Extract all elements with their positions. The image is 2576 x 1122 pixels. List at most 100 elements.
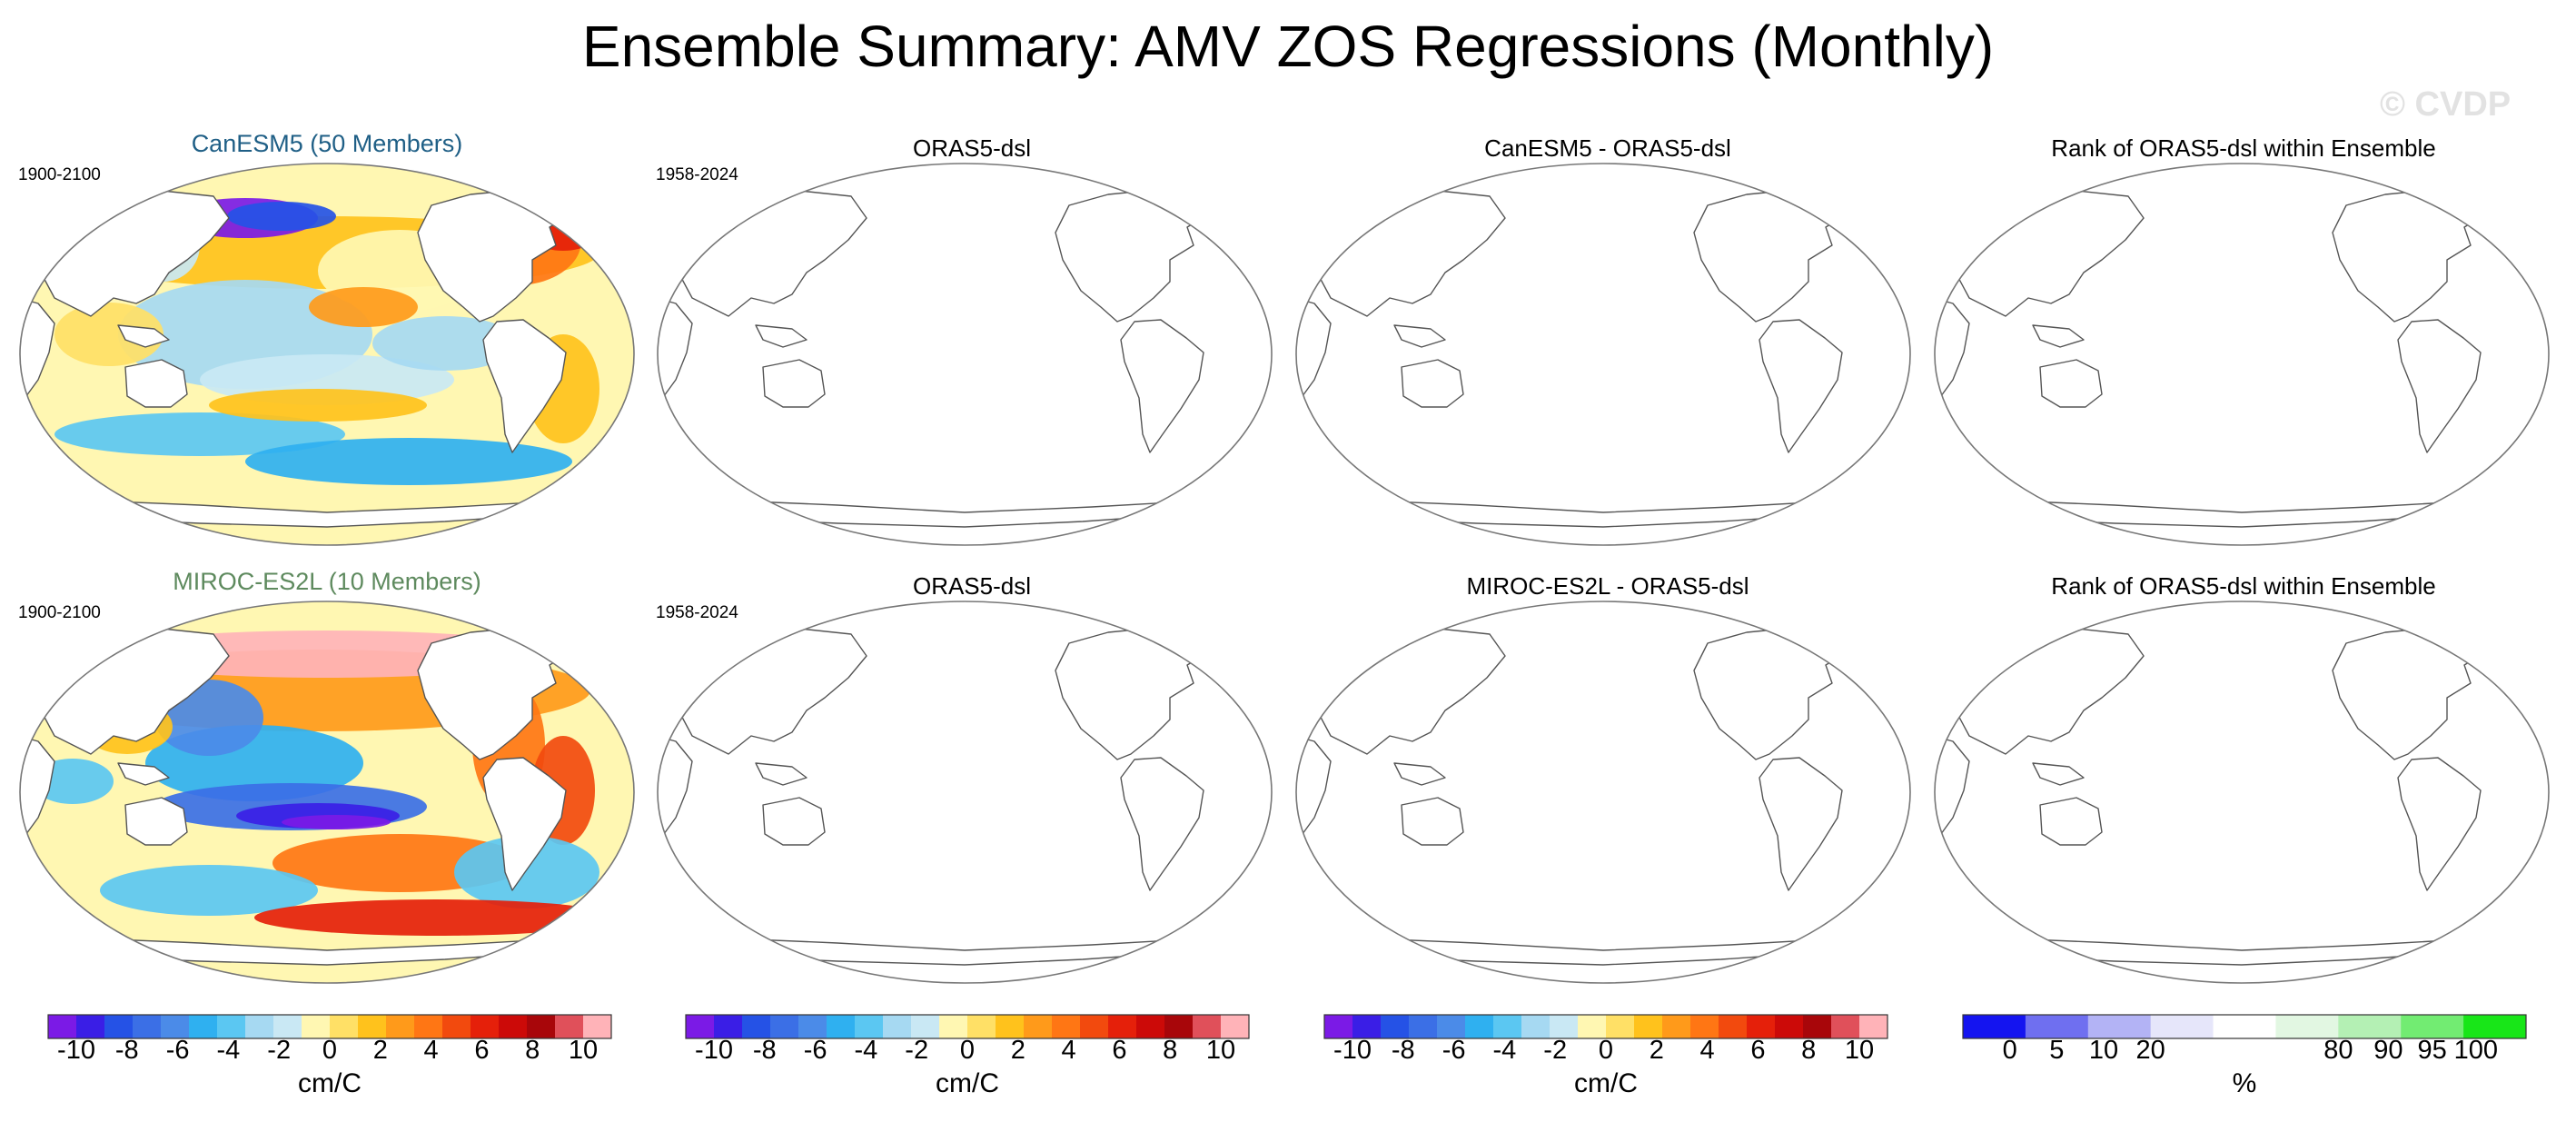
colorbar-segment (1108, 1015, 1137, 1038)
land-africa (1296, 297, 1332, 401)
colorbar-segment (2213, 1015, 2276, 1038)
colorbar-segment (217, 1015, 246, 1038)
colorbar-tick-label: 2 (1649, 1036, 1664, 1065)
colorbar-tick-label: -10 (695, 1036, 733, 1065)
land-seasia (755, 762, 807, 786)
colorbar-segment (1578, 1015, 1607, 1038)
colorbar-segment (1493, 1015, 1522, 1038)
map-border (19, 163, 635, 546)
colorbar-segment (2401, 1015, 2464, 1038)
land-africa (20, 297, 55, 401)
land-greenland (1784, 177, 1844, 204)
land-africa (658, 297, 693, 401)
map-miroc-regression (19, 601, 635, 984)
land-africa (1296, 735, 1332, 839)
colorbar-segment (1381, 1015, 1410, 1038)
land-antarctica (709, 937, 1220, 966)
colorbar-segment (76, 1015, 105, 1038)
colorbar-tick-label: 80 (2323, 1036, 2353, 1065)
colorbar-segment (1080, 1015, 1109, 1038)
land-seasia (2032, 324, 2085, 348)
colorbar-tick-label: 6 (1112, 1036, 1127, 1065)
model-title-miroc: MIROC-ES2L (10 Members) (173, 568, 481, 595)
land-namerica (1055, 188, 1204, 323)
colorbar-segment (1747, 1015, 1776, 1038)
colorbar-tick-label: -2 (1543, 1036, 1568, 1065)
colorbar-tick-label: -10 (57, 1036, 95, 1065)
diff-panel-title-row2: MIROC-ES2L - ORAS5-dsl (1466, 572, 1749, 600)
colorbar-segment (996, 1015, 1025, 1038)
colorbar-unit-rank: % (2232, 1068, 2257, 1098)
map-border (657, 601, 1273, 984)
colorbar-tick-label: 8 (525, 1036, 540, 1065)
colorbar-segment (330, 1015, 359, 1038)
colorbar-segment (1052, 1015, 1081, 1038)
colorbar-tick-label: 6 (1750, 1036, 1766, 1065)
colorbar-tick-label: 10 (2088, 1036, 2119, 1065)
land-namerica (2332, 626, 2481, 760)
land-antarctica (709, 499, 1220, 528)
land-africa (20, 735, 55, 839)
colorbar-tick-label: -6 (1442, 1036, 1466, 1065)
colorbar-segment (414, 1015, 443, 1038)
land-australia (2039, 359, 2103, 408)
colorbar-segment (527, 1015, 556, 1038)
colorbar-segment (1775, 1015, 1804, 1038)
colorbar-segment (2275, 1015, 2339, 1038)
colorbar-segment (770, 1015, 799, 1038)
colorbar-tick-label: -8 (1391, 1036, 1415, 1065)
land-greenland (1784, 615, 1844, 642)
colorbar-rank (1962, 1014, 2527, 1039)
map-border (1295, 163, 1911, 546)
land-africa (1935, 735, 1970, 839)
colorbar-segment (471, 1015, 500, 1038)
colorbar-segment (442, 1015, 471, 1038)
land-greenland (1145, 177, 1205, 204)
colorbar-segment (1352, 1015, 1382, 1038)
land-seasia (117, 324, 170, 348)
colorbar-segment (499, 1015, 528, 1038)
land-australia (2039, 797, 2103, 846)
land-antarctica (1348, 937, 1858, 966)
colorbar-segment (967, 1015, 996, 1038)
colorbar-segment (2025, 1015, 2089, 1038)
map-border (1295, 601, 1911, 984)
colorbar-tick-label: -2 (267, 1036, 292, 1065)
colorbar-segment (1719, 1015, 1748, 1038)
colorbar-regression-3 (1323, 1014, 1888, 1039)
colorbar-segment (1690, 1015, 1719, 1038)
land-antarctica (1986, 937, 2497, 966)
obs-years-row1: 1958-2024 (656, 165, 738, 184)
colorbar-segment (911, 1015, 940, 1038)
colorbar-segment (1963, 1015, 2026, 1038)
colorbar-tick-label: 4 (423, 1036, 439, 1065)
obs-years-row2: 1958-2024 (656, 603, 738, 622)
land-australia (1401, 797, 1464, 846)
land-australia (1401, 359, 1464, 408)
colorbar-segment (386, 1015, 415, 1038)
land-namerica (1693, 188, 1842, 323)
colorbar-segment (1803, 1015, 1832, 1038)
land-namerica (1693, 626, 1842, 760)
colorbar-tick-label: 90 (2373, 1036, 2403, 1065)
colorbar-segment (1634, 1015, 1663, 1038)
land-australia (124, 797, 188, 846)
colorbar-segment (302, 1015, 331, 1038)
colorbar-segment (1662, 1015, 1691, 1038)
land-samerica (482, 319, 567, 453)
map-oras5-regression-row2 (657, 601, 1273, 984)
map-border (1934, 163, 2550, 546)
colorbar-tick-label: 10 (568, 1036, 599, 1065)
colorbar-segment (714, 1015, 743, 1038)
land-antarctica (1348, 499, 1858, 528)
model-years-row2: 1900-2100 (18, 603, 101, 622)
colorbar-segment (1550, 1015, 1579, 1038)
colorbar-segment (1409, 1015, 1438, 1038)
map-rank-row2 (1934, 601, 2550, 984)
colorbar-segment (245, 1015, 274, 1038)
colorbar-segment (161, 1015, 190, 1038)
colorbar-segment (686, 1015, 715, 1038)
obs-panel-title-row2: ORAS5-dsl (912, 572, 1032, 600)
colorbar-tick-label: 4 (1061, 1036, 1076, 1065)
figure-title: Ensemble Summary: AMV ZOS Regressions (M… (581, 14, 1995, 79)
